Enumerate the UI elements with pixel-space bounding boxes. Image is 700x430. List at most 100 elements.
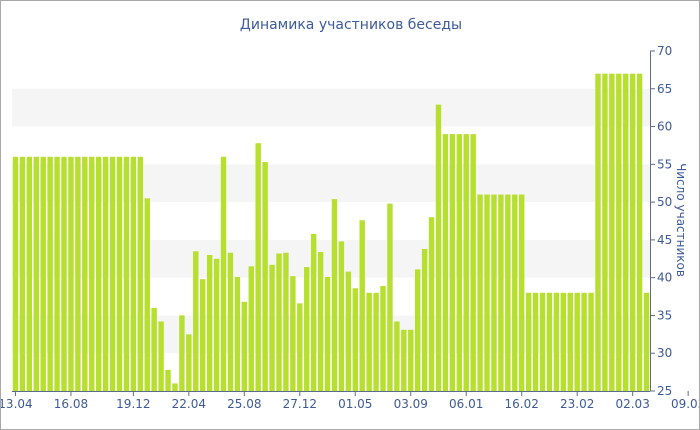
bar	[588, 292, 594, 391]
x-tick-label: 25.08	[227, 397, 261, 411]
bar	[213, 258, 220, 391]
bar	[179, 315, 185, 391]
y-tick-label: 35	[657, 308, 672, 322]
y-tick-label: 55	[657, 157, 672, 171]
chart-title: Динамика участников беседы	[240, 17, 462, 33]
bar	[186, 334, 192, 391]
bar	[380, 285, 386, 391]
bar	[193, 251, 199, 391]
x-tick-label: 13.04	[1, 397, 33, 411]
bar	[241, 301, 248, 391]
x-tick-label: 22.04	[172, 397, 206, 411]
bar	[463, 134, 469, 392]
bar	[151, 307, 157, 391]
bar	[75, 156, 81, 391]
y-tick-label: 50	[657, 195, 672, 209]
y-axis-ticks: 25 30 35 40 45 50 55 60 65 70	[650, 44, 672, 398]
bar	[130, 156, 137, 391]
bar	[158, 321, 164, 391]
bar	[512, 194, 518, 391]
y-tick-label: 65	[657, 82, 672, 96]
bar	[602, 73, 608, 392]
bar	[234, 276, 241, 391]
bar	[248, 266, 254, 391]
bar	[310, 233, 317, 391]
x-tick-label: 01.05	[338, 397, 372, 411]
y-axis-label: Число участников	[674, 163, 688, 277]
bar	[331, 199, 338, 391]
bar	[297, 303, 303, 391]
bar	[324, 276, 331, 391]
bar	[12, 156, 19, 391]
x-tick-label: 09.03	[671, 397, 699, 411]
bar	[345, 271, 352, 391]
bar	[269, 264, 275, 391]
bar	[283, 252, 289, 391]
y-tick-label: 40	[657, 271, 672, 285]
bar	[352, 288, 358, 391]
bar	[629, 73, 636, 392]
bar	[102, 156, 109, 391]
bar	[581, 292, 587, 391]
bar	[255, 143, 261, 391]
x-tick-label: 16.08	[54, 397, 88, 411]
bar	[95, 156, 102, 391]
bar	[82, 156, 88, 391]
bar	[421, 248, 428, 391]
bar	[505, 194, 511, 391]
bar	[574, 292, 580, 391]
y-tick-label: 45	[657, 233, 672, 247]
x-tick-label: 02.03	[615, 397, 649, 411]
bar	[89, 156, 95, 391]
bar	[68, 156, 74, 391]
bar	[338, 241, 345, 391]
y-tick-label: 70	[657, 44, 672, 58]
y-tick-label: 30	[657, 346, 672, 360]
bar	[470, 134, 476, 392]
bar	[40, 156, 46, 391]
bar	[401, 329, 407, 391]
bar	[109, 156, 116, 391]
bar	[560, 292, 567, 391]
bar	[123, 156, 130, 391]
bar	[116, 156, 123, 391]
bar	[498, 194, 504, 391]
bar	[477, 194, 483, 391]
x-tick-label: 06.01	[449, 397, 483, 411]
bar	[276, 253, 282, 391]
bar	[387, 203, 393, 391]
bar	[519, 194, 525, 391]
bar	[54, 156, 60, 391]
bar	[616, 73, 622, 392]
bar	[19, 156, 26, 391]
x-tick-label: 03.09	[394, 397, 428, 411]
bar	[525, 292, 532, 391]
bar	[26, 156, 33, 391]
bar	[449, 134, 456, 392]
x-tick-label: 19.12	[116, 397, 150, 411]
x-tick-label: 16.02	[505, 397, 539, 411]
bar	[61, 156, 67, 391]
bar	[200, 279, 206, 391]
x-axis-ticks: 13.04 16.08 19.12 22.04 25.08 27.12 01.05 03.09…	[1, 391, 699, 411]
bar	[220, 156, 227, 391]
bar	[359, 220, 365, 391]
bar	[137, 156, 143, 391]
axes	[12, 51, 651, 392]
grid-band	[12, 88, 650, 127]
x-tick-label: 23.02	[560, 397, 594, 411]
bar	[532, 292, 539, 391]
bar	[290, 276, 296, 391]
bar	[553, 292, 560, 391]
bar	[442, 134, 449, 392]
bar	[373, 292, 379, 391]
bar	[227, 252, 234, 391]
bar	[609, 73, 615, 392]
bar	[144, 198, 150, 391]
bar	[33, 156, 39, 391]
bar	[567, 292, 573, 391]
bar	[435, 104, 442, 391]
bar	[165, 369, 171, 391]
